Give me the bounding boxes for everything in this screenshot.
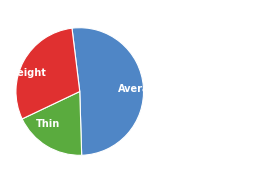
- Wedge shape: [16, 28, 80, 119]
- Text: Overweight: Overweight: [0, 68, 46, 78]
- Wedge shape: [72, 28, 144, 155]
- Legend: Average, 123, 51.46%, Overweight, 72, 30.13%, Thin, 44, 18.41%: Average, 123, 51.46%, Overweight, 72, 30…: [158, 65, 275, 118]
- Wedge shape: [22, 92, 82, 155]
- Text: Average: Average: [118, 84, 163, 94]
- Text: Thin: Thin: [35, 119, 60, 129]
